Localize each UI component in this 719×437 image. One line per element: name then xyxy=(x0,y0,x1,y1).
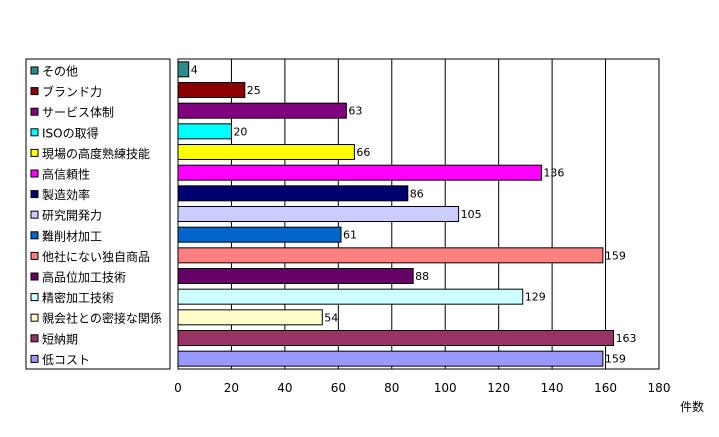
x-tick-label: 60 xyxy=(331,381,346,395)
x-tick-label: 120 xyxy=(487,381,510,395)
legend-swatch xyxy=(30,251,39,260)
x-tick-label: 160 xyxy=(594,381,617,395)
legend-label: 製造効率 xyxy=(42,187,90,202)
x-tick-label: 80 xyxy=(384,381,399,395)
legend-swatch xyxy=(30,354,39,363)
data-label: 25 xyxy=(247,84,261,97)
legend-box xyxy=(25,58,171,370)
legend-label: 難削材加工 xyxy=(42,228,102,243)
x-tick-label: 20 xyxy=(224,381,239,395)
bar xyxy=(177,247,604,264)
bar xyxy=(177,102,347,119)
legend-swatch xyxy=(30,128,39,137)
legend-label: 高信頼性 xyxy=(42,167,90,182)
legend-label: ブランド力 xyxy=(42,84,102,99)
bar xyxy=(177,330,615,346)
legend-swatch xyxy=(30,334,39,343)
legend-label: 他社にない独自商品 xyxy=(42,249,150,264)
bar xyxy=(177,123,232,140)
data-label: 63 xyxy=(348,105,362,118)
data-label: 159 xyxy=(605,353,626,366)
data-label: 20 xyxy=(233,125,247,138)
legend-label: 研究開発力 xyxy=(42,208,102,223)
x-tick-label: 100 xyxy=(434,381,457,395)
legend-swatch xyxy=(30,313,39,322)
data-label: 61 xyxy=(343,229,357,242)
legend-swatch xyxy=(30,107,39,116)
bar xyxy=(177,309,323,326)
bars xyxy=(177,61,615,367)
data-label: 54 xyxy=(324,311,338,324)
data-label: 159 xyxy=(605,249,626,262)
bar xyxy=(177,61,190,78)
x-axis-title: 件数 xyxy=(680,399,704,414)
data-labels: 4 25 63 20 66 136 86 105 61 159 88 129 54 163 159 xyxy=(191,63,637,365)
bar xyxy=(177,350,604,367)
data-label: 66 xyxy=(356,146,370,159)
data-label: 105 xyxy=(461,208,482,221)
bar xyxy=(177,288,524,305)
data-label: 129 xyxy=(525,291,546,304)
legend-label: 精密加工技術 xyxy=(42,290,114,305)
legend-label: その他 xyxy=(42,65,78,79)
bar xyxy=(177,164,542,181)
legend-swatch xyxy=(30,190,39,199)
x-tick-label: 0 xyxy=(174,381,182,395)
x-tick-label: 180 xyxy=(648,381,671,395)
x-tick-labels: 0 20 40 60 80 100 120 140 160 180 xyxy=(174,381,670,395)
legend-label: 親会社との密接な関係 xyxy=(42,311,162,326)
x-tick-label: 40 xyxy=(277,381,292,395)
legend-swatch xyxy=(30,272,39,281)
bar xyxy=(177,82,246,98)
bar xyxy=(177,226,342,243)
bar xyxy=(177,144,355,160)
data-label: 163 xyxy=(616,332,637,345)
legend-swatch xyxy=(30,148,39,157)
legend-swatch xyxy=(30,293,39,302)
legend-label: サービス体制 xyxy=(42,106,114,120)
legend-label: 高品位加工技術 xyxy=(42,270,126,285)
legend-swatch xyxy=(30,231,39,240)
bar xyxy=(177,206,460,222)
legend-swatch xyxy=(30,210,39,219)
legend-label: 低コスト xyxy=(42,353,90,367)
legend-swatch xyxy=(30,169,39,178)
bar xyxy=(177,185,409,202)
data-label: 136 xyxy=(543,167,564,180)
legend-swatch xyxy=(30,66,39,75)
bar xyxy=(177,268,414,284)
data-label: 4 xyxy=(191,63,198,76)
legend-label: ISOの取得 xyxy=(42,125,99,140)
legend-label: 短納期 xyxy=(42,332,78,346)
x-tick-label: 140 xyxy=(541,381,564,395)
legend-swatch xyxy=(30,87,39,96)
legend-label: 現場の高度熟練技能 xyxy=(42,146,150,161)
data-label: 88 xyxy=(415,270,429,283)
data-label: 86 xyxy=(410,187,424,200)
